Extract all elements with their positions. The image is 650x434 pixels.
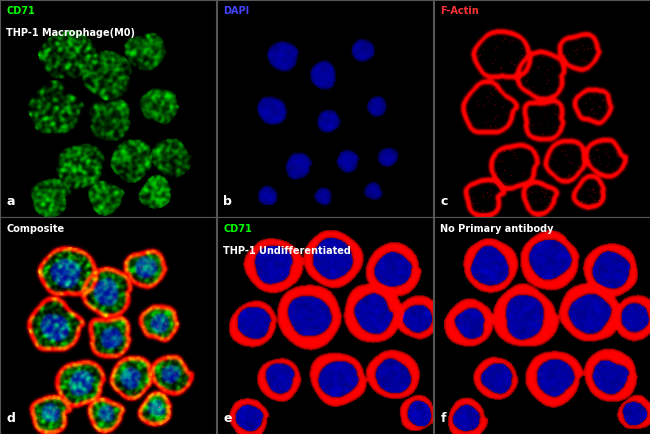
Text: f: f [441, 412, 446, 425]
Text: b: b [224, 195, 232, 208]
Text: c: c [441, 195, 448, 208]
Text: CD71: CD71 [224, 224, 252, 234]
Text: No Primary antibody: No Primary antibody [441, 224, 554, 234]
Text: e: e [224, 412, 232, 425]
Text: Composite: Composite [6, 224, 64, 234]
Text: DAPI: DAPI [224, 7, 250, 16]
Text: a: a [6, 195, 15, 208]
Text: THP-1 Macrophage(M0): THP-1 Macrophage(M0) [6, 28, 135, 38]
Text: d: d [6, 412, 16, 425]
Text: THP-1 Undifferentiated: THP-1 Undifferentiated [224, 246, 351, 256]
Text: CD71: CD71 [6, 7, 35, 16]
Text: F-Actin: F-Actin [441, 7, 479, 16]
